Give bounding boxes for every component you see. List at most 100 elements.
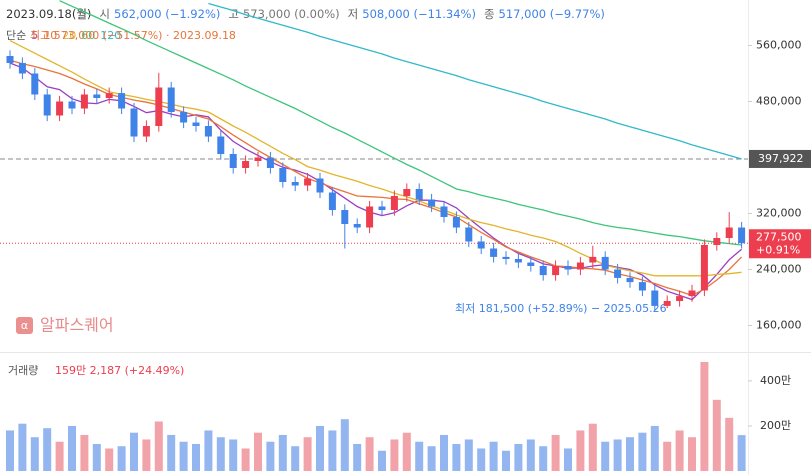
volume-bar [650,425,659,471]
candle-body [167,87,175,112]
volume-bar [117,446,126,471]
header-high: 573,000 (0.00%) [243,7,340,21]
candle-body [514,259,522,263]
candle-body [564,266,572,270]
candle-body [651,290,659,306]
candle-body [68,101,76,109]
volume-bar [167,434,176,471]
volume-bar [291,446,300,471]
candle-body [341,210,349,224]
volume-bar [6,430,14,471]
candle-body [192,122,200,126]
header-open: 562,000 (−1.92%) [114,7,220,21]
volume-bar [353,443,362,471]
candle-body [713,238,721,245]
volume-bar [316,425,324,471]
candle-body [316,178,324,193]
candle-body [217,136,225,154]
candle-body [155,87,163,126]
candle-body [676,296,684,301]
volume-bar [477,448,486,471]
volume-bar [613,439,622,471]
candle-body [700,245,708,291]
candle-body [353,224,361,228]
watermark: α 알파스퀘어 [16,316,114,335]
candle-body [6,56,14,63]
volume-bar [340,419,349,471]
volume-bar [551,434,560,471]
header-low-label: 저 [348,7,359,21]
volume-bar [92,443,101,471]
y-tick-label: 240,000 [756,263,802,276]
volume-bar [55,441,64,471]
volume-bar [427,446,436,471]
volume-bar [278,434,287,471]
candle-body [142,126,150,137]
candle-body [552,266,560,276]
candle-body [465,227,473,242]
header: 2023.09.18(월) 시 562,000 (−1.92%) 고 573,000 (… [6,7,605,21]
watermark-icon-glyph: α [21,319,28,332]
volume-tick-label: 200만 [760,419,791,432]
candle-body [180,112,188,123]
ma-line [59,0,742,246]
candle-body [614,269,622,278]
ma-line [9,62,743,301]
candle-body [266,157,274,168]
candle-body [403,189,411,196]
volume-bar [539,446,548,471]
legend-entry: 60 [81,29,95,42]
volume-bar [328,430,337,471]
candle-body [130,108,138,137]
volume-bar [390,439,399,471]
candle-body [328,192,336,210]
volume-bar [43,428,52,471]
volume-bar [130,432,138,471]
volume-bar [688,437,696,471]
volume-bar [576,430,585,471]
candle-body [378,206,386,210]
legend-entry: 120 [100,29,121,42]
ma-legend: 단순 5 10 20 60 120 [6,29,121,42]
candle-body [254,157,262,161]
volume-bar [303,437,312,471]
candle-body [204,126,212,137]
candle-body [576,262,584,270]
candle-body [31,73,39,95]
candle-body [601,256,609,270]
volume-bar [737,435,746,471]
volume-bar [712,399,721,471]
plot-area [0,0,748,311]
candle-body [490,248,498,257]
candle-body [229,154,237,168]
volume-bar [216,437,225,471]
candle-body [18,63,26,74]
volume-bar [254,432,262,471]
y-tick-label: 320,000 [756,207,802,220]
volume-tick-label: 400만 [760,374,791,387]
candle-body [80,94,88,109]
volume-bar [526,439,535,471]
volume-bar [30,437,39,471]
candle-body [242,161,250,168]
volume-bar [502,450,510,471]
volume-bar [489,441,498,471]
reference-label: 397,922 [758,152,804,165]
volume-bar [18,423,27,471]
ma-line [208,2,742,160]
candle-body [688,290,696,297]
candle-body [56,101,64,116]
volume-bar [725,417,734,471]
watermark-text: 알파스퀘어 [40,316,114,335]
volume-bar [179,441,188,471]
candle-body [428,199,436,207]
volume-bar [663,441,672,471]
volume-bar [229,439,238,471]
candle-body [527,262,535,266]
volume-bar [204,430,213,471]
volume-bar [365,437,374,471]
candle-body [279,168,287,182]
candle-body [502,256,510,259]
low-note: 최저 181,500 (+52.89%) − 2025.05.26 [455,302,667,315]
